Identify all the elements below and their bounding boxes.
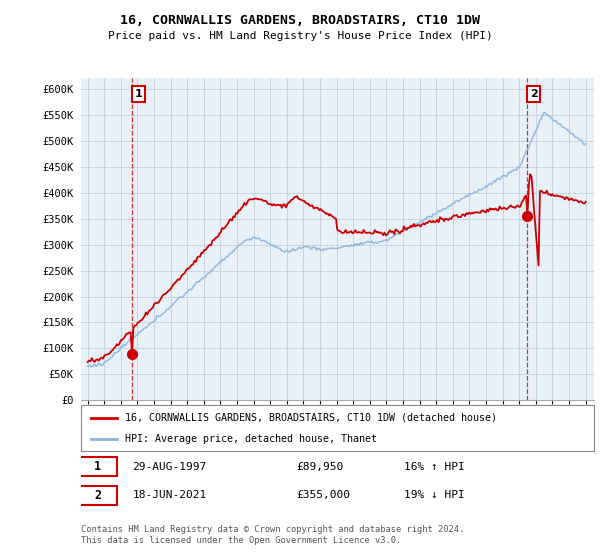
- Text: 29-AUG-1997: 29-AUG-1997: [133, 462, 206, 472]
- Text: 18-JUN-2021: 18-JUN-2021: [133, 491, 206, 500]
- Text: 16, CORNWALLIS GARDENS, BROADSTAIRS, CT10 1DW: 16, CORNWALLIS GARDENS, BROADSTAIRS, CT1…: [120, 14, 480, 27]
- Text: 16% ↑ HPI: 16% ↑ HPI: [404, 462, 465, 472]
- Text: Contains HM Land Registry data © Crown copyright and database right 2024.
This d: Contains HM Land Registry data © Crown c…: [81, 525, 464, 545]
- Text: HPI: Average price, detached house, Thanet: HPI: Average price, detached house, Than…: [125, 434, 377, 444]
- FancyBboxPatch shape: [79, 486, 117, 505]
- FancyBboxPatch shape: [79, 458, 117, 476]
- Text: 16, CORNWALLIS GARDENS, BROADSTAIRS, CT10 1DW (detached house): 16, CORNWALLIS GARDENS, BROADSTAIRS, CT1…: [125, 413, 497, 423]
- Text: 19% ↓ HPI: 19% ↓ HPI: [404, 491, 465, 500]
- Text: 2: 2: [94, 489, 101, 502]
- Text: £89,950: £89,950: [296, 462, 344, 472]
- Text: 1: 1: [94, 460, 101, 473]
- Text: £355,000: £355,000: [296, 491, 350, 500]
- Text: 1: 1: [134, 89, 142, 99]
- Text: Price paid vs. HM Land Registry's House Price Index (HPI): Price paid vs. HM Land Registry's House …: [107, 31, 493, 41]
- Text: 2: 2: [530, 89, 538, 99]
